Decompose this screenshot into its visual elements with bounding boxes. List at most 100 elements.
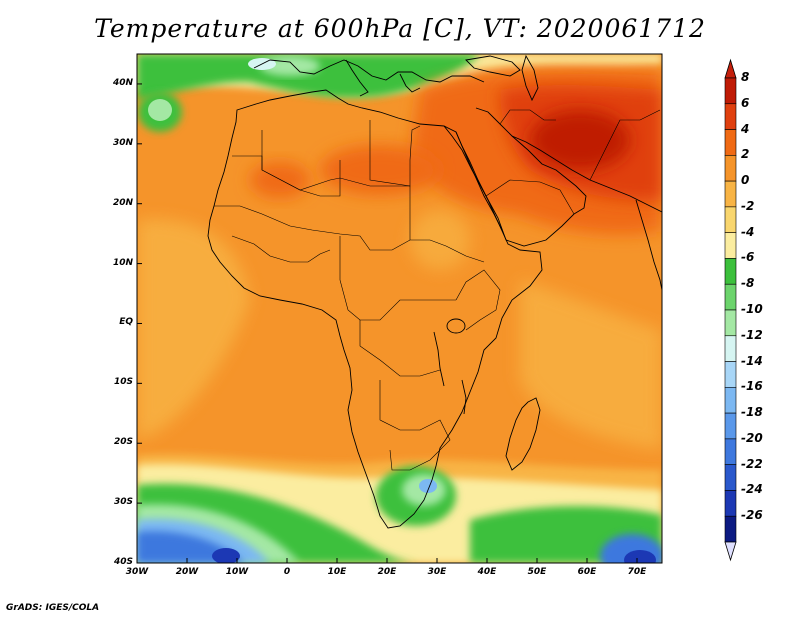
colorbar-label: 0: [741, 173, 750, 188]
axis-ticks: [136, 83, 638, 564]
border-east: [455, 269, 501, 331]
y-tick-label: 10N: [112, 257, 133, 268]
india-coastline: [635, 199, 662, 291]
border-sahel: [214, 205, 485, 263]
colorbar-label: -2: [741, 198, 755, 213]
colorbar-label: -10: [741, 302, 763, 316]
colorbar-label: -16: [741, 379, 763, 394]
colorbar-swatch: [724, 361, 737, 388]
colorbar-swatch: [724, 490, 737, 517]
field-atlantic-lightgreen: [148, 99, 172, 121]
grads-credit: GrADS: IGES/COLA: [6, 603, 100, 613]
border-congo: [359, 320, 441, 377]
field-south-deep-w: [212, 548, 240, 563]
italy-coastline: [345, 59, 369, 97]
lake-tanganyika: [433, 331, 445, 387]
colorbar-swatch: [724, 387, 737, 414]
colorbar-swatch: [724, 129, 737, 156]
colorbar-label: -8: [741, 276, 755, 291]
colorbar-bottom-arrow: [724, 541, 737, 562]
border-central: [339, 236, 456, 321]
border-iraq-iran: [499, 109, 556, 125]
field-iberia-lightgreen: [260, 56, 320, 76]
africa-coastline: [207, 89, 543, 529]
colorbar-swatch: [724, 464, 737, 491]
x-tick-label: 50E: [527, 567, 547, 577]
caspian-sea: [521, 54, 539, 102]
chart-title: Temperature at 600hPa [C], VT: 202006171…: [94, 14, 706, 43]
y-tick-label: 30N: [112, 137, 133, 148]
colorbar-swatch: [724, 155, 737, 182]
border-algeria: [261, 130, 341, 197]
colorbar-label: 6: [741, 95, 750, 110]
x-tick-label: 30E: [427, 567, 447, 577]
colorbar-swatch: [724, 309, 737, 337]
colorbar-label: -14: [741, 353, 763, 368]
colorbar-swatch: [724, 515, 737, 543]
field-north-green: [137, 54, 480, 100]
colorbar-label: -26: [741, 508, 763, 523]
y-tick-label: 40S: [113, 557, 133, 567]
field-indian-light: [520, 280, 662, 450]
black-sea: [465, 55, 521, 77]
plot-frame: [136, 53, 663, 564]
x-tick-label: 40E: [477, 567, 497, 577]
border-west-africa: [231, 235, 331, 263]
colorbar-swatch: [724, 438, 737, 465]
colorbar-label: -20: [741, 430, 763, 445]
colorbar-label: -22: [741, 456, 763, 471]
colorbar-swatch: [724, 206, 737, 233]
colorbar-swatch: [724, 412, 737, 440]
field-atlantic-light: [137, 219, 250, 440]
colorbar-label: -12: [741, 327, 763, 342]
colorbar-label: -6: [741, 250, 755, 265]
y-tick-label: EQ: [119, 317, 133, 328]
colorbar-label: 2: [741, 147, 750, 162]
europe-coastline: [253, 59, 485, 83]
field-iran-hottest: [530, 110, 630, 170]
colorbar-label: -18: [741, 405, 763, 420]
colorbar-swatch: [724, 232, 737, 259]
border-afg-pak: [589, 109, 661, 181]
field-south-deep-e: [624, 550, 656, 563]
borders: [214, 109, 661, 471]
y-tick-label: 30S: [113, 497, 133, 508]
greece-coastline: [399, 73, 421, 93]
lake-victoria: [446, 318, 466, 334]
colorbar-swatch: [724, 335, 737, 362]
arabia-coastline: [443, 107, 587, 247]
x-tick-label: 10W: [225, 567, 249, 577]
temperature-field: [137, 54, 662, 563]
y-tick-label: 20N: [112, 197, 133, 208]
y-tick-label: 10S: [113, 377, 133, 388]
colorbar: [724, 58, 737, 562]
colorbar-label: 8: [741, 70, 750, 84]
x-tick-label: 10E: [327, 567, 347, 577]
colorbar-swatch: [724, 103, 737, 130]
x-tick-label: 20E: [377, 567, 397, 577]
colorbar-label: -4: [741, 224, 755, 239]
field-sahara-west-hot: [250, 162, 310, 198]
x-tick-label: 70E: [627, 567, 647, 577]
colorbar-swatch: [724, 77, 737, 105]
colorbar-swatch: [724, 283, 737, 311]
x-tick-label: 20W: [175, 567, 199, 577]
colorbar-label: 4: [741, 121, 750, 136]
coastlines: [207, 54, 662, 529]
x-tick-label: 60E: [577, 567, 597, 577]
field-ethiopia-light: [410, 210, 470, 270]
redsea-coastline: [455, 131, 503, 231]
iran-coastline: [511, 135, 662, 213]
colorbar-swatch: [724, 180, 737, 208]
colorbar-swatch: [724, 258, 737, 285]
border-south: [379, 380, 451, 471]
border-saudi: [485, 179, 575, 215]
lake-malawi: [461, 379, 467, 415]
colorbar-label: -24: [741, 482, 763, 497]
y-tick-label: 40N: [112, 77, 133, 88]
y-tick-label: 20S: [113, 437, 133, 448]
colorbar-top-arrow: [724, 58, 737, 79]
x-tick-label: 30W: [125, 567, 149, 577]
field-sahara-hot: [320, 145, 440, 195]
